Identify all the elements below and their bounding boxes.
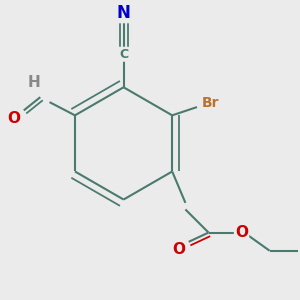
Text: H: H: [27, 75, 40, 90]
Text: N: N: [117, 4, 130, 22]
Text: C: C: [119, 48, 128, 61]
Text: O: O: [235, 225, 248, 240]
Text: O: O: [172, 242, 185, 256]
Text: O: O: [8, 111, 20, 126]
Text: Br: Br: [201, 96, 219, 110]
